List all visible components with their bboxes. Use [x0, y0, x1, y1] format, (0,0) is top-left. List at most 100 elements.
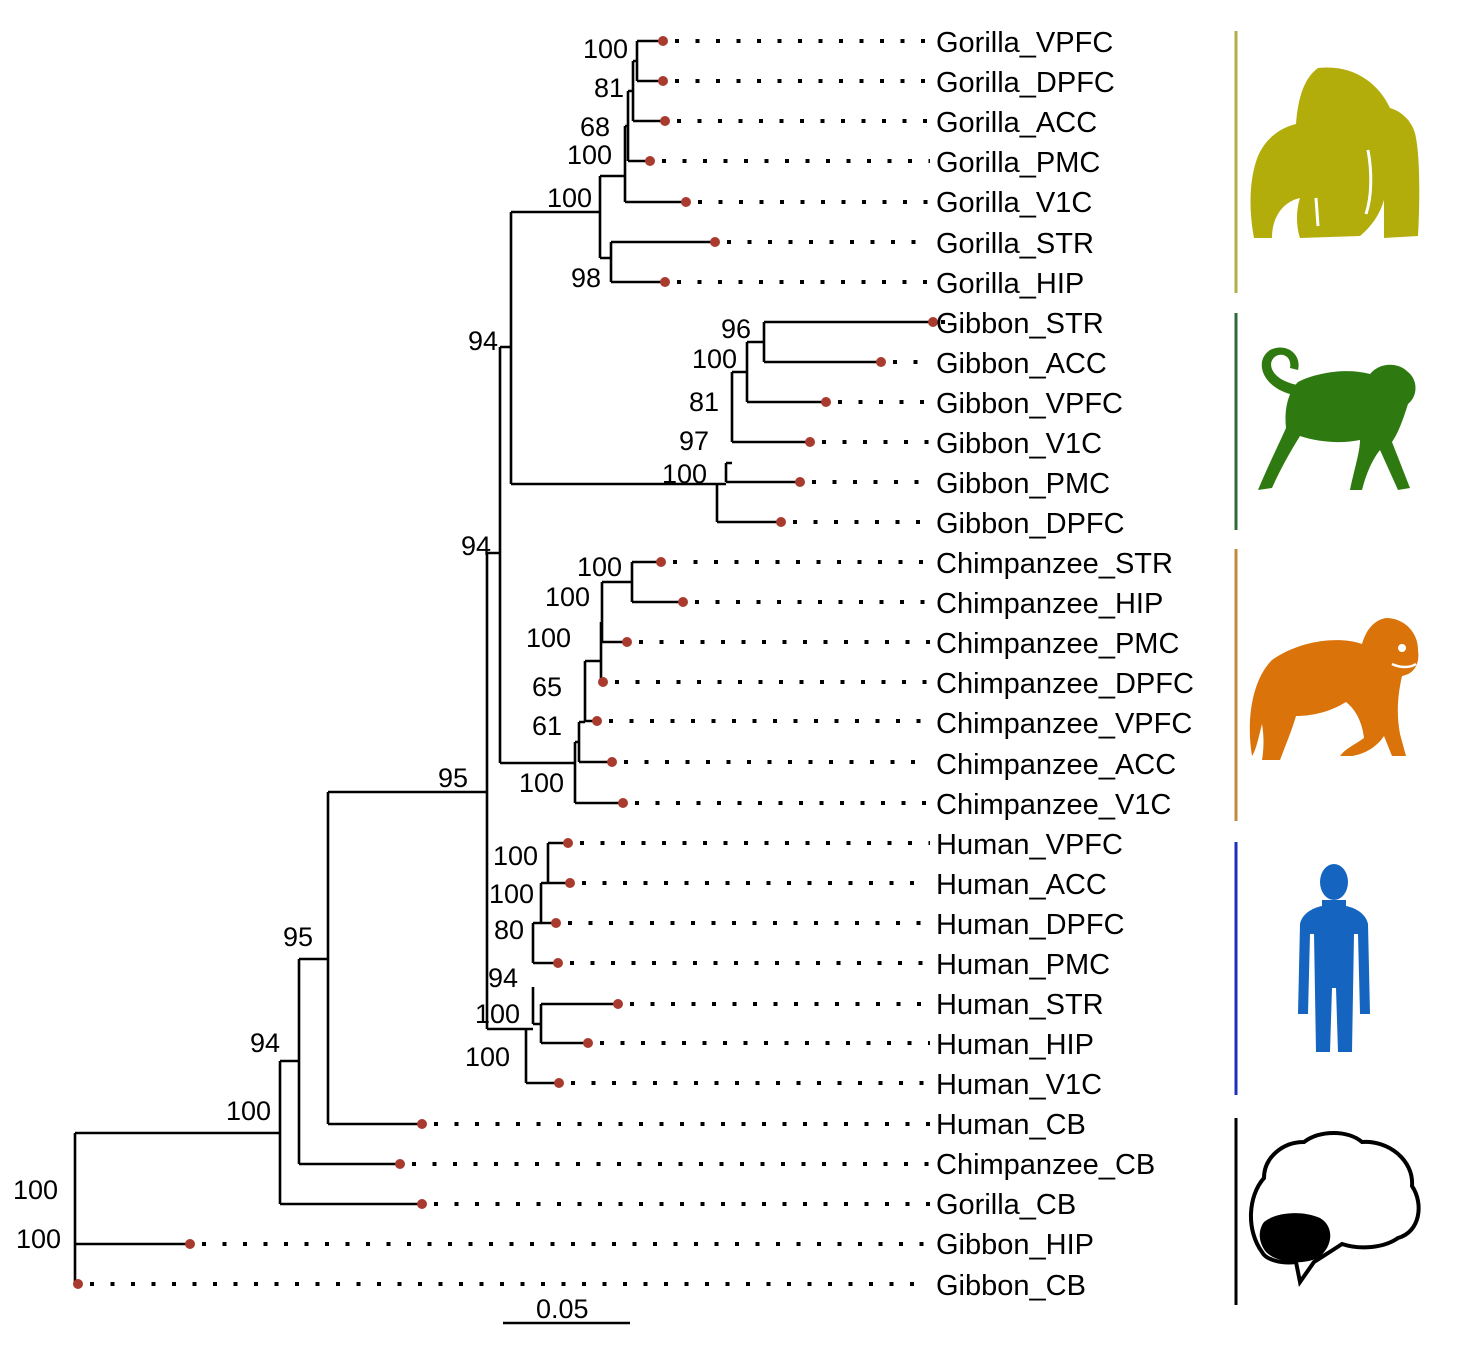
tip-marker [563, 838, 573, 848]
taxon-label: Human_CB [936, 1109, 1086, 1141]
bootstrap-value: 100 [583, 34, 628, 64]
tip-marker [592, 716, 602, 726]
tree-branches [73, 39, 933, 1286]
taxon-label: Chimpanzee_VPFC [936, 708, 1192, 740]
tip-marker [185, 1239, 195, 1249]
bootstrap-value: 61 [532, 711, 562, 741]
tip-marker [73, 1279, 83, 1289]
bootstrap-value: 100 [692, 344, 737, 374]
taxon-label: Gibbon_CB [936, 1270, 1086, 1302]
tip-marker [645, 156, 655, 166]
taxon-label: Gibbon_V1C [936, 428, 1102, 460]
taxon-label: Gorilla_STR [936, 228, 1094, 260]
tip-marker [607, 757, 617, 767]
tip-marker [395, 1159, 405, 1169]
scale-bar: 0.05 [503, 1294, 630, 1325]
taxon-label: Gorilla_ACC [936, 107, 1097, 139]
taxon-label: Chimpanzee_DPFC [936, 668, 1194, 700]
taxon-label: Chimpanzee_V1C [936, 789, 1171, 821]
tip-marker [660, 116, 670, 126]
bootstrap-value: 100 [489, 879, 534, 909]
bootstrap-value: 95 [283, 922, 313, 952]
bootstrap-value: 96 [721, 314, 751, 344]
taxon-label: Human_HIP [936, 1029, 1094, 1061]
taxon-label: Chimpanzee_CB [936, 1149, 1155, 1181]
bootstrap-value: 65 [532, 672, 562, 702]
tip-marker [795, 477, 805, 487]
tip-marker [583, 1038, 593, 1048]
bootstrap-value: 100 [545, 582, 590, 612]
bootstrap-value: 100 [465, 1042, 510, 1072]
tip-marker [656, 557, 666, 567]
scale-bar-label: 0.05 [536, 1294, 589, 1324]
bootstrap-value: 95 [438, 763, 468, 793]
bootstrap-value: 94 [468, 326, 498, 356]
taxon-label: Gibbon_STR [936, 308, 1104, 340]
tip-marker [658, 36, 668, 46]
tip-marker [678, 597, 688, 607]
tip-marker [776, 517, 786, 527]
taxon-label: Gibbon_ACC [936, 348, 1107, 380]
bootstrap-values: 100 81 68 100 100 98 96 100 81 97 100 10… [13, 34, 751, 1254]
tip-marker [553, 958, 563, 968]
bootstrap-value: 100 [577, 552, 622, 582]
bootstrap-value: 100 [547, 183, 592, 213]
gibbon-icon [1258, 347, 1416, 490]
taxon-label: Gorilla_CB [936, 1189, 1076, 1221]
taxon-label: Chimpanzee_STR [936, 548, 1173, 580]
bootstrap-value: 100 [13, 1175, 58, 1205]
bootstrap-value: 100 [475, 999, 520, 1029]
bootstrap-value: 97 [679, 426, 709, 456]
taxon-label: Human_VPFC [936, 829, 1123, 861]
taxon-label: Gorilla_HIP [936, 268, 1084, 300]
tip-marker [622, 637, 632, 647]
bootstrap-value: 94 [461, 531, 491, 561]
taxon-label: Chimpanzee_PMC [936, 628, 1179, 660]
tip-marker [417, 1119, 427, 1129]
bootstrap-value: 94 [488, 963, 518, 993]
bootstrap-value: 100 [567, 140, 612, 170]
taxon-label: Human_ACC [936, 869, 1107, 901]
bootstrap-value: 98 [571, 263, 601, 293]
bootstrap-value: 81 [594, 73, 624, 103]
bootstrap-value: 94 [250, 1028, 280, 1058]
tip-leader-lines [90, 39, 945, 1286]
taxon-label: Gorilla_PMC [936, 147, 1100, 179]
tip-marker [417, 1199, 427, 1209]
tip-marker [660, 277, 670, 287]
taxon-label: Gibbon_VPFC [936, 388, 1123, 420]
tip-marker [565, 878, 575, 888]
bootstrap-value: 100 [526, 623, 571, 653]
bootstrap-value: 68 [580, 112, 610, 142]
tip-marker [681, 197, 691, 207]
bootstrap-value: 100 [226, 1096, 271, 1126]
bootstrap-value: 100 [493, 841, 538, 871]
tip-marker [658, 76, 668, 86]
taxon-label: Human_DPFC [936, 909, 1125, 941]
tip-marker [876, 357, 886, 367]
human-icon [1298, 864, 1370, 1052]
tip-marker [598, 677, 608, 687]
taxon-label: Gibbon_DPFC [936, 508, 1125, 540]
taxon-label: Chimpanzee_HIP [936, 588, 1163, 620]
taxon-label: Gorilla_V1C [936, 187, 1092, 219]
tip-marker [613, 999, 623, 1009]
taxon-label: Gibbon_HIP [936, 1229, 1094, 1261]
tip-marker [805, 437, 815, 447]
chimpanzee-icon [1249, 618, 1419, 760]
tip-marker [928, 317, 938, 327]
tip-marker [618, 798, 628, 808]
bootstrap-value: 100 [519, 768, 564, 798]
brain-cerebellum-icon [1249, 1131, 1421, 1287]
tip-marker [821, 397, 831, 407]
taxon-label: Gorilla_VPFC [936, 27, 1113, 59]
bootstrap-value: 100 [16, 1224, 61, 1254]
taxon-labels: Gorilla_VPFC Gorilla_DPFC Gorilla_ACC Go… [936, 27, 1194, 1302]
taxon-label: Human_V1C [936, 1069, 1102, 1101]
tip-markers [73, 36, 938, 1289]
tip-marker [551, 918, 561, 928]
tip-marker [554, 1078, 564, 1088]
bootstrap-value: 80 [494, 915, 524, 945]
